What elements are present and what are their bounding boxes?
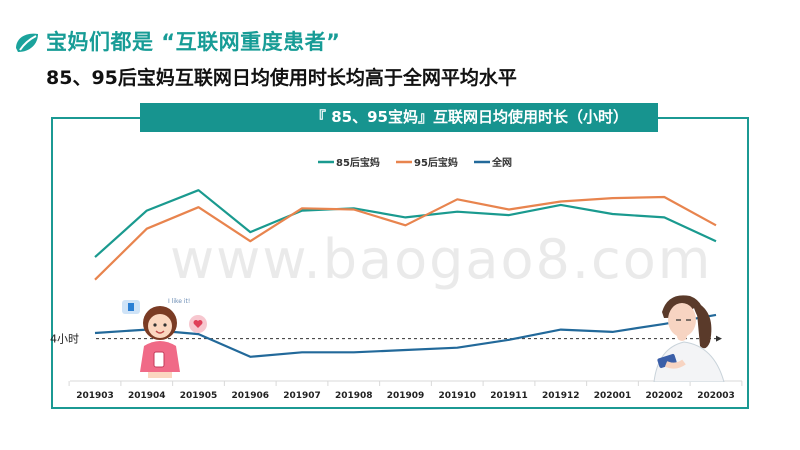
x-axis: 201903 201904 201905 201906 201907 201908 2019… [68, 380, 743, 401]
series-line-1 [94, 195, 717, 281]
reference-label: 4小时 [50, 333, 79, 346]
mom-with-phone-illustration [122, 300, 207, 378]
legend-label-1: 95后宝妈 [414, 156, 458, 169]
x-tick-label: 201912 [542, 391, 580, 401]
legend-label-0: 85后宝妈 [336, 156, 380, 169]
x-tick-label: 201905 [180, 391, 218, 401]
woman-with-phone-illustration [653, 295, 725, 382]
chart-legend: 85后宝妈 95后宝妈 全网 [318, 156, 512, 169]
chart-title: 『 85、95宝妈』互联网日均使用时长（小时） [140, 103, 658, 132]
series-line-0 [94, 189, 717, 258]
x-tick-label: 201909 [387, 391, 425, 401]
x-tick-label: 202001 [594, 391, 632, 401]
x-tick-label: 201904 [128, 391, 166, 401]
reference-arrow [716, 335, 722, 342]
x-tick-label: 201908 [335, 391, 373, 401]
x-tick-label: 201906 [231, 391, 269, 401]
page-title: 宝妈们都是 “互联网重度患者” [46, 30, 341, 54]
x-tick-label: 201910 [438, 391, 476, 401]
svg-text:I like it!: I like it! [168, 298, 190, 305]
x-tick-label: 201911 [490, 391, 528, 401]
x-tick-label: 202003 [697, 391, 735, 401]
heart-icon: I like it! [168, 298, 190, 305]
legend-label-2: 全网 [491, 156, 512, 169]
x-tick-label: 201903 [76, 391, 114, 401]
series-line-2 [94, 313, 717, 358]
series-lines [94, 189, 717, 358]
reference-line: 4小时 [50, 333, 722, 346]
page-subtitle: 85、95后宝妈互联网日均使用时长均高于全网平均水平 [46, 67, 517, 89]
x-tick-label: 202002 [645, 391, 683, 401]
logo-leaf-icon [16, 33, 38, 52]
x-tick-label: 201907 [283, 391, 321, 401]
